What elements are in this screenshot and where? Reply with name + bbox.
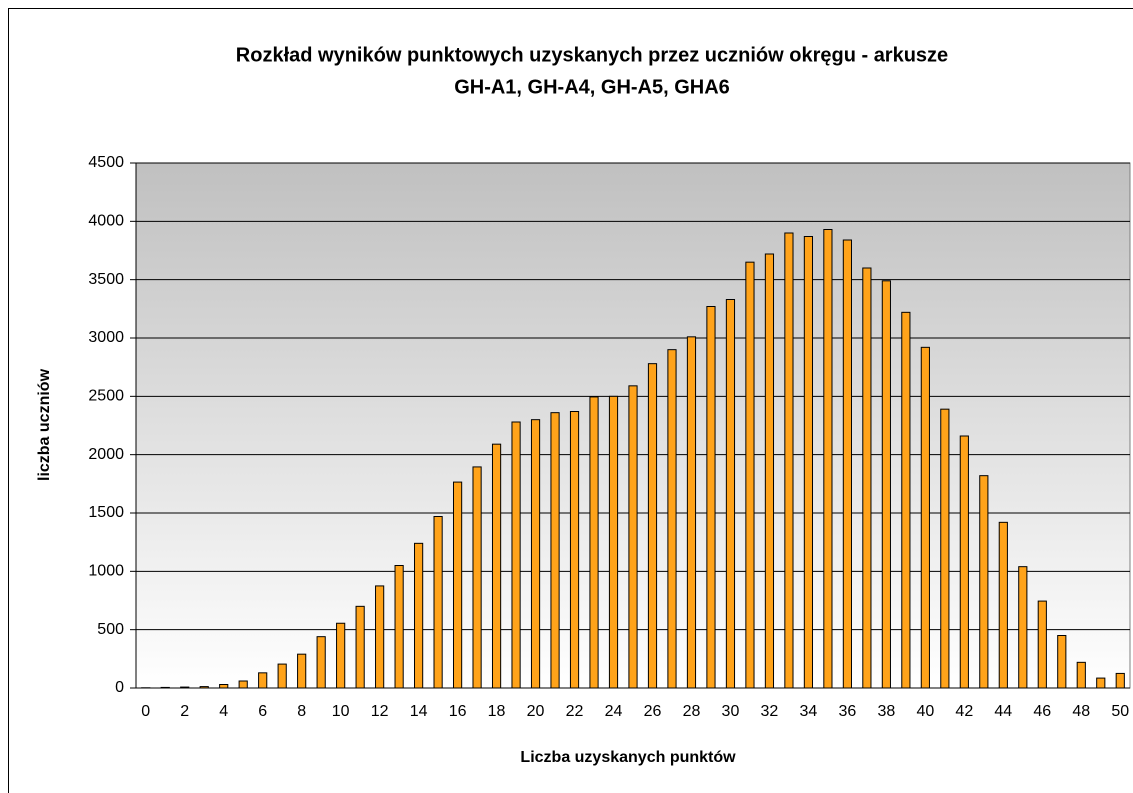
bar <box>589 396 599 689</box>
bar <box>452 481 463 689</box>
bar <box>745 261 755 689</box>
bar <box>881 280 891 689</box>
x-tick-label: 44 <box>994 703 1012 720</box>
bar <box>1096 677 1106 689</box>
x-tick-label: 34 <box>800 703 818 720</box>
x-tick-label: 10 <box>332 703 350 720</box>
bar <box>1057 635 1067 689</box>
x-tick-label: 38 <box>877 703 895 720</box>
x-tick-label: 16 <box>449 703 467 720</box>
bar <box>1037 600 1047 689</box>
x-tick-label: 2 <box>180 703 189 720</box>
bar <box>628 385 638 689</box>
x-tick-label: 30 <box>722 703 740 720</box>
bar <box>608 395 619 689</box>
bar <box>355 605 365 689</box>
x-tick-label: 36 <box>838 703 856 720</box>
bar <box>180 686 190 689</box>
x-tick-label: 42 <box>955 703 973 720</box>
x-tick-label: 24 <box>605 703 623 720</box>
y-tick-label: 4500 <box>88 154 124 171</box>
bar <box>647 363 658 689</box>
bar <box>1076 661 1086 689</box>
bar <box>1115 672 1125 689</box>
x-tick-label: 8 <box>297 703 306 720</box>
bar <box>862 267 872 689</box>
y-tick-label: 4000 <box>88 213 124 230</box>
x-tick-label: 40 <box>916 703 934 720</box>
bar <box>803 236 814 689</box>
bar <box>901 311 911 689</box>
bar <box>219 684 229 689</box>
bar <box>998 521 1008 689</box>
bar <box>160 686 170 689</box>
x-tick-label: 48 <box>1072 703 1090 720</box>
bar <box>258 672 268 689</box>
x-tick-label: 12 <box>371 703 389 720</box>
chart-title: Rozkład wyników punktowych uzyskanych pr… <box>236 44 948 66</box>
bar <box>199 686 209 689</box>
bar <box>530 419 541 689</box>
bar <box>433 516 443 689</box>
bar <box>238 680 248 689</box>
bar <box>297 653 307 689</box>
bar <box>764 253 775 689</box>
x-tick-label: 28 <box>683 703 701 720</box>
chart-title: GH-A1, GH-A4, GH-A5, GHA6 <box>454 76 730 98</box>
bar <box>686 336 697 689</box>
y-tick-label: 1000 <box>88 563 124 580</box>
y-tick-label: 2000 <box>88 446 124 463</box>
bar <box>940 408 950 689</box>
bar <box>823 229 833 689</box>
bar <box>1018 566 1028 689</box>
bar <box>706 306 716 689</box>
x-tick-label: 20 <box>527 703 545 720</box>
y-axis-title: liczba uczniów <box>36 368 53 481</box>
bar <box>511 421 521 689</box>
x-tick-label: 6 <box>258 703 267 720</box>
x-tick-label: 4 <box>219 703 228 720</box>
x-tick-label: 18 <box>488 703 506 720</box>
bar <box>725 299 736 689</box>
bar <box>842 239 852 689</box>
bar <box>667 349 677 689</box>
bar <box>784 232 794 689</box>
bar <box>336 622 346 689</box>
bar <box>979 475 989 689</box>
bar <box>569 411 580 689</box>
bar <box>491 443 502 689</box>
x-axis-title: Liczba uzyskanych punktów <box>520 749 736 766</box>
bar <box>472 466 482 689</box>
y-tick-label: 1500 <box>88 504 124 521</box>
x-tick-label: 0 <box>141 703 150 720</box>
y-tick-label: 2500 <box>88 388 124 405</box>
x-tick-label: 32 <box>761 703 779 720</box>
x-tick-label: 22 <box>566 703 584 720</box>
x-tick-label: 14 <box>410 703 428 720</box>
x-tick-label: 46 <box>1033 703 1051 720</box>
bar <box>375 585 385 689</box>
bar <box>394 565 404 689</box>
y-tick-label: 3500 <box>88 271 124 288</box>
bar <box>959 435 969 689</box>
y-tick-label: 500 <box>97 621 124 638</box>
bar <box>550 412 560 689</box>
bar <box>277 663 287 689</box>
bar <box>920 346 930 689</box>
x-tick-label: 50 <box>1111 703 1129 720</box>
y-tick-label: 3000 <box>88 329 124 346</box>
bar <box>316 636 326 689</box>
bar <box>414 542 424 689</box>
x-tick-label: 26 <box>644 703 662 720</box>
y-tick-label: 0 <box>115 679 124 696</box>
